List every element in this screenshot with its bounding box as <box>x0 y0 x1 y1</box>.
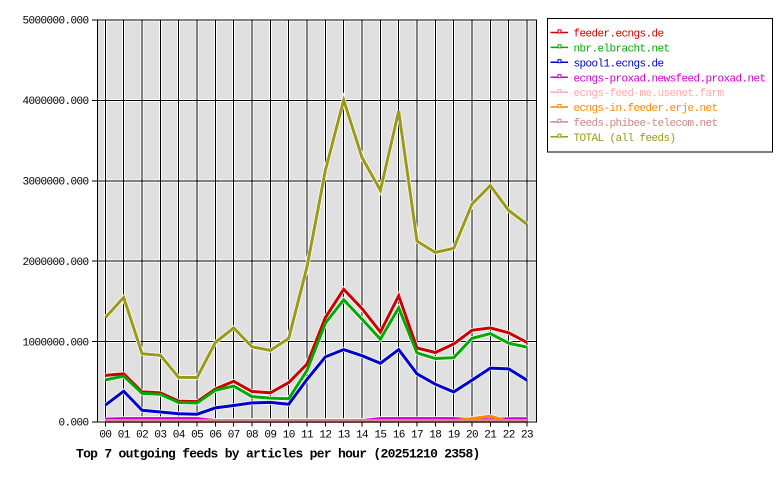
svg-text:22: 22 <box>503 430 515 442</box>
svg-text:TOTAL (all feeds): TOTAL (all feeds) <box>574 133 676 145</box>
svg-text:18: 18 <box>429 430 441 442</box>
svg-text:21: 21 <box>484 430 497 442</box>
svg-text:1000000.000: 1000000.000 <box>22 337 88 349</box>
svg-text:feeds.phibee-telecom.net: feeds.phibee-telecom.net <box>574 118 718 130</box>
svg-text:nbr.elbracht.net: nbr.elbracht.net <box>574 44 670 56</box>
svg-text:ecngs-proxad.newsfeed.proxad.n: ecngs-proxad.newsfeed.proxad.net <box>574 73 766 85</box>
svg-text:0.000: 0.000 <box>58 418 88 430</box>
svg-text:11: 11 <box>301 430 314 442</box>
svg-text:3000000.000: 3000000.000 <box>22 177 88 189</box>
svg-text:02: 02 <box>136 430 148 442</box>
svg-text:Top 7 outgoing feeds by articl: Top 7 outgoing feeds by articles per hou… <box>76 447 480 462</box>
svg-text:12: 12 <box>319 430 331 442</box>
svg-text:14: 14 <box>356 430 369 442</box>
svg-text:4000000.000: 4000000.000 <box>22 96 88 108</box>
svg-text:ecngs-in.feeder.erje.net: ecngs-in.feeder.erje.net <box>574 103 718 115</box>
svg-text:04: 04 <box>173 430 186 442</box>
svg-text:20: 20 <box>466 430 478 442</box>
svg-text:06: 06 <box>209 430 221 442</box>
svg-text:10: 10 <box>283 430 295 442</box>
svg-text:01: 01 <box>118 430 131 442</box>
svg-text:15: 15 <box>374 430 386 442</box>
svg-text:ecngs-feed-me.usenet.farm: ecngs-feed-me.usenet.farm <box>574 88 725 100</box>
svg-text:5000000.000: 5000000.000 <box>22 16 88 28</box>
svg-text:07: 07 <box>228 430 240 442</box>
svg-text:16: 16 <box>393 430 405 442</box>
svg-text:09: 09 <box>264 430 276 442</box>
svg-text:2000000.000: 2000000.000 <box>22 257 88 269</box>
svg-text:19: 19 <box>448 430 460 442</box>
svg-text:23: 23 <box>521 430 533 442</box>
svg-text:00: 00 <box>99 430 111 442</box>
svg-text:08: 08 <box>246 430 258 442</box>
svg-text:03: 03 <box>154 430 166 442</box>
svg-text:05: 05 <box>191 430 203 442</box>
svg-text:13: 13 <box>338 430 350 442</box>
svg-text:feeder.ecngs.de: feeder.ecngs.de <box>574 29 664 41</box>
svg-text:17: 17 <box>411 430 423 442</box>
svg-text:spool1.ecngs.de: spool1.ecngs.de <box>574 58 664 70</box>
